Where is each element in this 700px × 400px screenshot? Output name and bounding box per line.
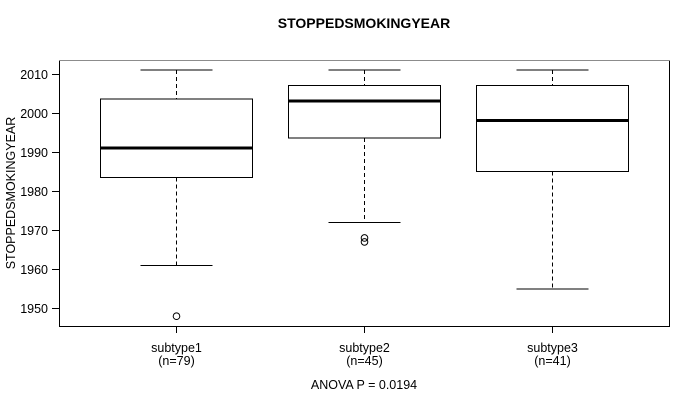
iqr-box: [476, 84, 629, 172]
y-tick-label: 1950: [20, 302, 48, 316]
y-tick-label: 1990: [20, 146, 48, 160]
y-tick-label: 1960: [20, 263, 48, 277]
y-tick-label: 2000: [20, 107, 48, 121]
anova-annotation: ANOVA P = 0.0194: [310, 378, 418, 392]
x-group-label: subtype2: [339, 341, 390, 355]
y-tick-label: 2010: [20, 68, 48, 82]
x-group-sublabel: (n=41): [534, 354, 570, 368]
iqr-box: [100, 98, 253, 178]
x-group-label: subtype3: [527, 341, 578, 355]
y-tick-label: 1980: [20, 185, 48, 199]
y-tick-label: 1970: [20, 224, 48, 238]
x-group-sublabel: (n=79): [158, 354, 194, 368]
outlier-point: [172, 312, 181, 321]
x-group-sublabel: (n=45): [346, 354, 382, 368]
iqr-box: [288, 84, 441, 139]
outlier-point: [360, 234, 369, 242]
chart-title: STOPPEDSMOKINGYEAR: [277, 15, 451, 31]
x-group-label: subtype1: [151, 341, 202, 355]
outlier-point: [360, 238, 369, 246]
